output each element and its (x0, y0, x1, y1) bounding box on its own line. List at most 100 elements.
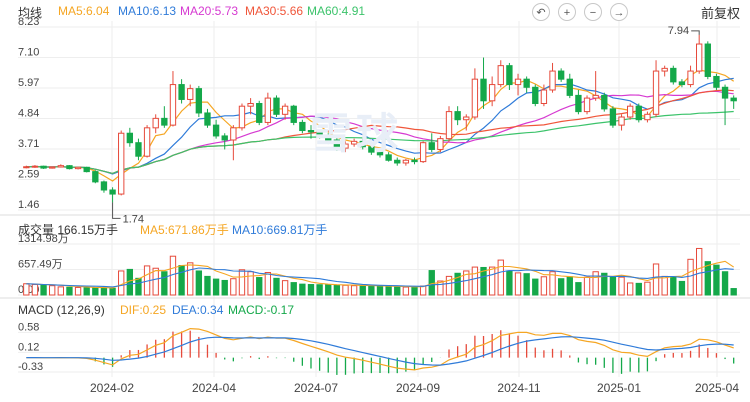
volume-bar (100, 287, 108, 296)
volume-bar (281, 280, 289, 296)
volume-bar (178, 265, 185, 296)
low-annotation: 1.74 (123, 213, 144, 225)
volume-bar (342, 284, 349, 296)
candle (350, 140, 358, 145)
candle (290, 105, 297, 123)
undo-icon[interactable]: ↶ (532, 3, 550, 21)
volume-bar (402, 286, 410, 296)
candle (419, 142, 427, 163)
volume-bar (419, 285, 427, 296)
volume-bar (437, 280, 444, 296)
price-y-tick: 1.46 (18, 199, 39, 211)
volume-bar (411, 286, 418, 296)
x-tick-label: 2025-04 (695, 381, 739, 395)
candle (57, 165, 64, 168)
zoom-out-icon[interactable]: − (584, 3, 602, 21)
macd-value: MACD:-0.17 (228, 303, 295, 317)
candle (273, 97, 280, 115)
candle (333, 139, 341, 149)
candle (92, 171, 99, 183)
volume-bar (566, 276, 573, 296)
volume-bar (670, 276, 677, 296)
candle (161, 117, 168, 126)
candle (402, 159, 410, 164)
price-y-tick: 2.59 (18, 169, 39, 181)
macd-dea: DEA:0.34 (172, 303, 224, 317)
candle (100, 181, 108, 191)
volume-bar (575, 282, 582, 296)
volume-bar (506, 270, 513, 296)
macd-y-tick: 0.12 (18, 341, 39, 353)
candle (557, 70, 565, 80)
volume-bar (238, 269, 246, 296)
volume-bar (721, 271, 729, 296)
volume-bar (652, 263, 660, 296)
volume-bar (325, 284, 332, 296)
candle (23, 166, 30, 169)
candle (514, 78, 522, 86)
volume-bar (488, 266, 496, 296)
candle (618, 116, 625, 126)
candle (566, 78, 573, 96)
candle (687, 70, 694, 86)
volume-bar (247, 271, 254, 296)
volume-bar (161, 271, 168, 296)
volume-bar (704, 261, 711, 296)
candle (428, 142, 435, 150)
adjust-button[interactable]: 前复权 (700, 6, 740, 21)
candle (540, 89, 548, 104)
volume-bar (644, 281, 651, 296)
volume-bar (359, 285, 366, 296)
forward-icon[interactable]: → (610, 3, 628, 21)
volume-bar (350, 285, 358, 296)
candle (696, 43, 703, 72)
x-tick-label: 2024-04 (192, 381, 236, 395)
candle (394, 159, 401, 164)
volume-bar (713, 264, 720, 296)
volume-bar (687, 258, 694, 296)
volume-bar (696, 247, 703, 296)
zoom-in-icon[interactable]: + (558, 3, 576, 21)
volume-bar (601, 272, 608, 296)
volume-bar (394, 286, 401, 296)
candle (488, 84, 496, 102)
ma-mode-label[interactable]: 均线 (18, 6, 43, 20)
volume-bar (264, 272, 272, 296)
candle (256, 102, 263, 123)
candle (445, 111, 453, 140)
price-y-tick: 8.23 (18, 16, 39, 28)
candle (238, 105, 246, 129)
ma-legend-item: MA30:5.66 (245, 4, 304, 18)
volume-bar (83, 287, 90, 296)
volume-bar (376, 285, 384, 296)
volume-bar (135, 277, 142, 296)
volume-bar (256, 277, 263, 296)
volume-bar (23, 283, 30, 296)
candle (230, 127, 237, 141)
volume-bar (557, 278, 565, 296)
volume-bar (661, 275, 668, 296)
macd-y-tick: 0.58 (18, 321, 39, 333)
candle (40, 165, 47, 169)
candle (609, 108, 617, 126)
candle (635, 105, 642, 121)
volume-label: 成交量 166.15万手 (18, 223, 119, 237)
price-y-tick: 7.10 (18, 47, 39, 59)
low-marker (112, 202, 121, 219)
volume-bar (626, 282, 634, 296)
volume-bar (463, 270, 470, 296)
macd-label: MACD (12,26,9) (18, 303, 105, 317)
volume-bar (609, 276, 617, 296)
price-y-tick: 4.84 (18, 108, 39, 120)
candle (592, 94, 599, 99)
candle (721, 86, 729, 99)
ma-legend-item: MA5:6.04 (58, 4, 110, 18)
candle (247, 102, 254, 107)
volume-bar (428, 270, 435, 296)
candle (506, 65, 513, 86)
candle (187, 88, 194, 100)
candle (385, 154, 392, 161)
volume-bar (385, 285, 392, 296)
volume-bar (635, 282, 642, 296)
candle (480, 78, 487, 102)
